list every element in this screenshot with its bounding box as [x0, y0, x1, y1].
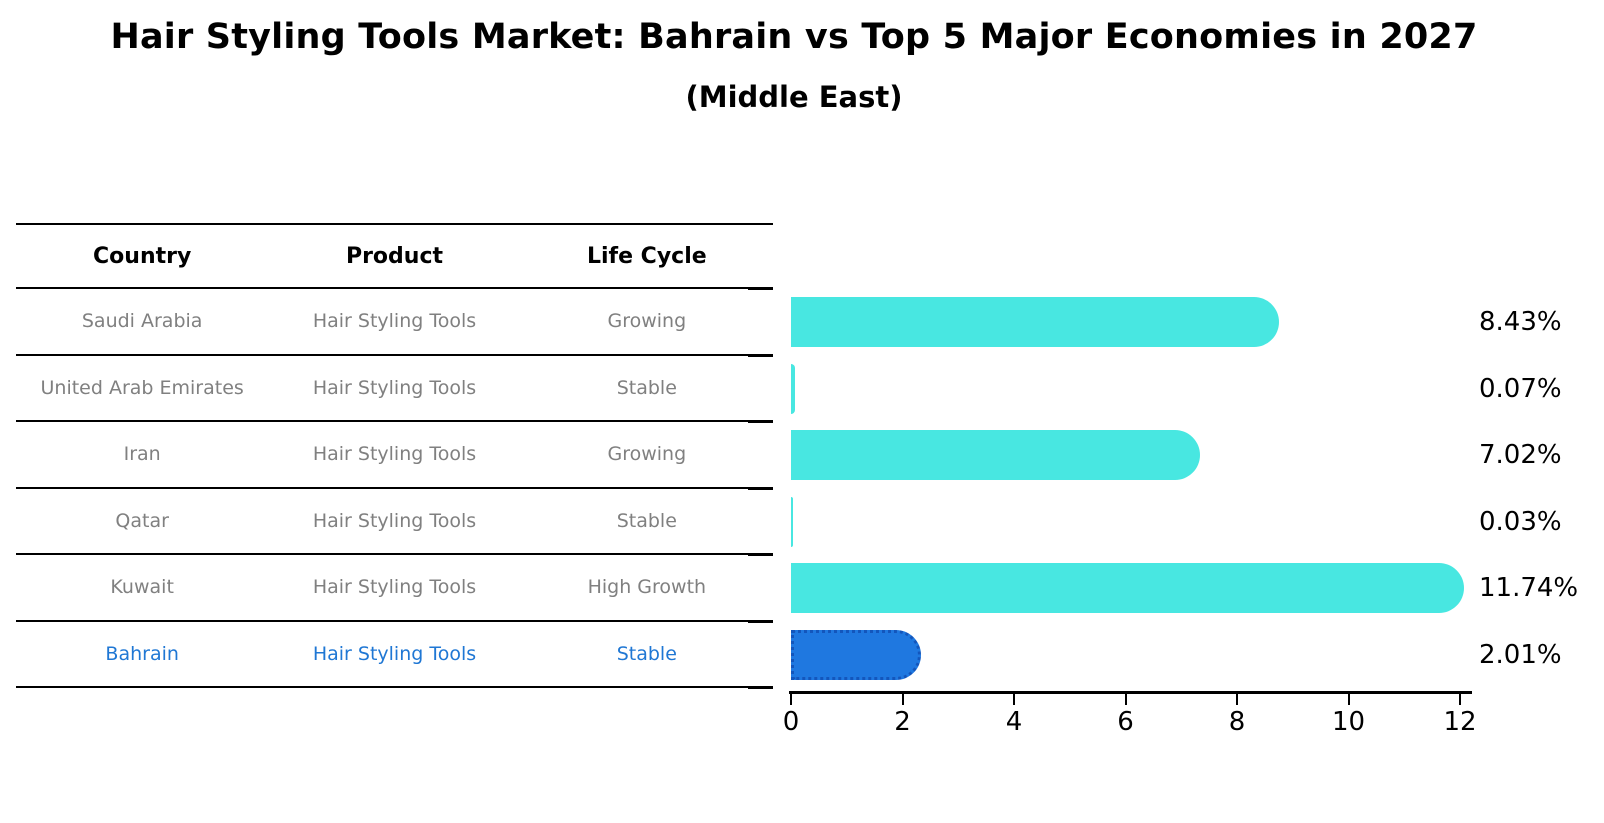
cell-product: Hair Styling Tools [312, 509, 477, 532]
bar-kuwait [791, 563, 1464, 613]
x-axis-tick-mark [1347, 694, 1350, 705]
y-axis-tick [748, 554, 773, 556]
table-row: Iran Hair Styling Tools Growing [16, 422, 773, 489]
y-axis-tick [748, 354, 773, 357]
cell-life-cycle: Stable [616, 376, 677, 399]
cell-product: Hair Styling Tools [312, 443, 477, 466]
chart-row: 11.74% [791, 555, 1604, 622]
chart-row: 8.43% [791, 289, 1604, 356]
table-header-row: Country Product Life Cycle [16, 223, 773, 289]
x-axis-tick-mark [901, 694, 904, 705]
cell-product: Hair Styling Tools [312, 310, 477, 333]
bar-value-label: 0.03% [1479, 506, 1562, 537]
table-row: Qatar Hair Styling Tools Stable [16, 489, 773, 555]
x-axis-tick-mark [1236, 694, 1238, 705]
cell-country: Saudi Arabia [81, 310, 203, 333]
y-axis-tick [748, 421, 773, 423]
y-axis-tick [748, 620, 773, 623]
bar-united-arab-emirates [791, 363, 795, 414]
table-row-bahrain: Bahrain Hair Styling Tools Stable [16, 622, 773, 688]
cell-country: United Arab Emirates [40, 376, 244, 399]
table-row: United Arab Emirates Hair Styling Tools … [16, 356, 773, 422]
table-row: Kuwait Hair Styling Tools High Growth [16, 555, 773, 622]
info-table: Country Product Life Cycle Saudi Arabia … [16, 223, 773, 688]
x-axis-tick-label: 4 [1005, 707, 1023, 737]
cell-country: Iran [123, 443, 161, 466]
cell-life-cycle: High Growth [587, 576, 707, 599]
cell-life-cycle: Stable [616, 509, 677, 532]
cell-country: Bahrain [105, 642, 179, 665]
x-axis-tick-label: 10 [1331, 707, 1366, 737]
cell-product: Hair Styling Tools [312, 642, 477, 665]
bar-bahrain [791, 629, 922, 680]
figure-title: Hair Styling Tools Market: Bahrain vs To… [110, 17, 1478, 57]
chart-row: 0.03% [791, 489, 1604, 556]
y-axis-tick [748, 687, 773, 689]
x-axis-line [789, 691, 1472, 694]
bar-value-label: 0.07% [1479, 373, 1562, 404]
cell-country: Kuwait [110, 576, 174, 599]
cell-country: Qatar [115, 509, 169, 532]
bar-iran [791, 430, 1201, 480]
y-axis-tick [748, 487, 773, 490]
x-axis-tick-label: 8 [1228, 707, 1246, 737]
cell-life-cycle: Growing [607, 310, 687, 333]
column-header-product: Product [345, 243, 444, 269]
bar-qatar [791, 496, 793, 547]
x-axis-tick-label: 0 [782, 707, 800, 737]
bar-value-label: 7.02% [1479, 440, 1562, 471]
chart-row: 2.01% [791, 622, 1604, 689]
bar-value-label: 11.74% [1479, 573, 1579, 604]
column-header-country: Country [93, 243, 192, 269]
cell-life-cycle: Growing [607, 443, 687, 466]
y-axis-tick [748, 288, 773, 290]
x-axis-tick-mark [1459, 694, 1461, 705]
cell-product: Hair Styling Tools [312, 376, 477, 399]
bar-saudi-arabia [791, 297, 1279, 347]
column-header-life-cycle: Life Cycle [586, 243, 707, 269]
chart-row: 0.07% [791, 356, 1604, 423]
x-axis-tick-label: 12 [1443, 707, 1477, 737]
bar-value-label: 2.01% [1479, 639, 1562, 670]
x-axis-tick-mark [790, 694, 792, 705]
cell-life-cycle: Stable [616, 642, 677, 665]
x-axis-tick-mark [1013, 694, 1015, 705]
figure-subtitle: (Middle East) [685, 80, 903, 114]
bar-chart: 8.43% 0.07% 7.02% 0.03% 11.74% 2.01% [791, 289, 1604, 688]
x-axis-tick-mark [1124, 694, 1127, 705]
x-axis-tick-label: 2 [894, 707, 911, 737]
table-row: Saudi Arabia Hair Styling Tools Growing [16, 289, 773, 356]
x-axis-tick-label: 6 [1117, 707, 1134, 737]
cell-product: Hair Styling Tools [312, 576, 477, 599]
chart-row: 7.02% [791, 422, 1604, 489]
bar-value-label: 8.43% [1479, 307, 1562, 338]
